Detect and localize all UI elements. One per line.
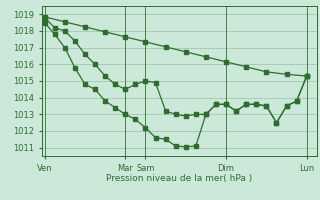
- X-axis label: Pression niveau de la mer( hPa ): Pression niveau de la mer( hPa ): [106, 174, 252, 183]
